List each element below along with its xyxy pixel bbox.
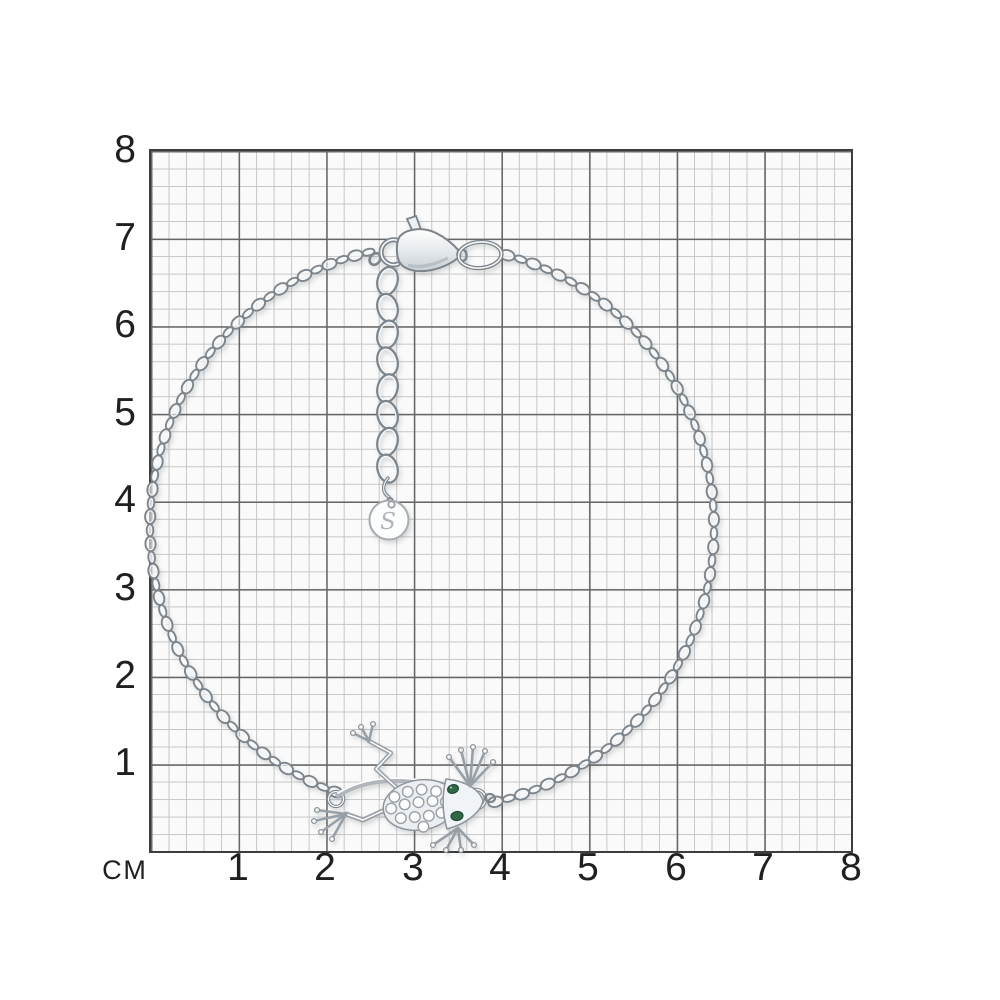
y-axis-label: 7 <box>114 216 136 259</box>
x-axis-label: 6 <box>665 846 687 889</box>
bracelet-chain <box>144 247 720 808</box>
x-axis-label: 5 <box>577 846 599 889</box>
junction-ring <box>368 251 382 267</box>
brand-tag: S <box>368 476 410 541</box>
y-axis-label: 5 <box>114 391 136 434</box>
y-axis-label: 6 <box>114 303 136 346</box>
frog-eye-bottom <box>450 810 464 822</box>
x-axis-label: 7 <box>752 846 774 889</box>
unit-label-cm: СМ <box>102 855 148 885</box>
brand-monogram: S <box>380 509 396 535</box>
clasp-oval-link <box>456 239 504 271</box>
x-axis-label: 1 <box>227 846 249 889</box>
y-axis-label: 3 <box>114 566 136 609</box>
frog-charm <box>310 720 497 854</box>
x-axis-label: 3 <box>402 846 424 889</box>
frog-toes <box>310 720 497 854</box>
extension-chain <box>376 265 399 484</box>
x-axis-label: 4 <box>489 846 511 889</box>
y-axis-label: 2 <box>114 654 136 697</box>
y-axis-label: 8 <box>114 128 136 171</box>
x-axis-label: 8 <box>840 846 862 889</box>
y-axis-label: 1 <box>114 741 136 784</box>
x-axis-label: 2 <box>314 846 336 889</box>
y-axis-label: 4 <box>114 478 136 521</box>
lobster-clasp-icon <box>378 214 468 273</box>
measurement-grid <box>149 149 853 853</box>
